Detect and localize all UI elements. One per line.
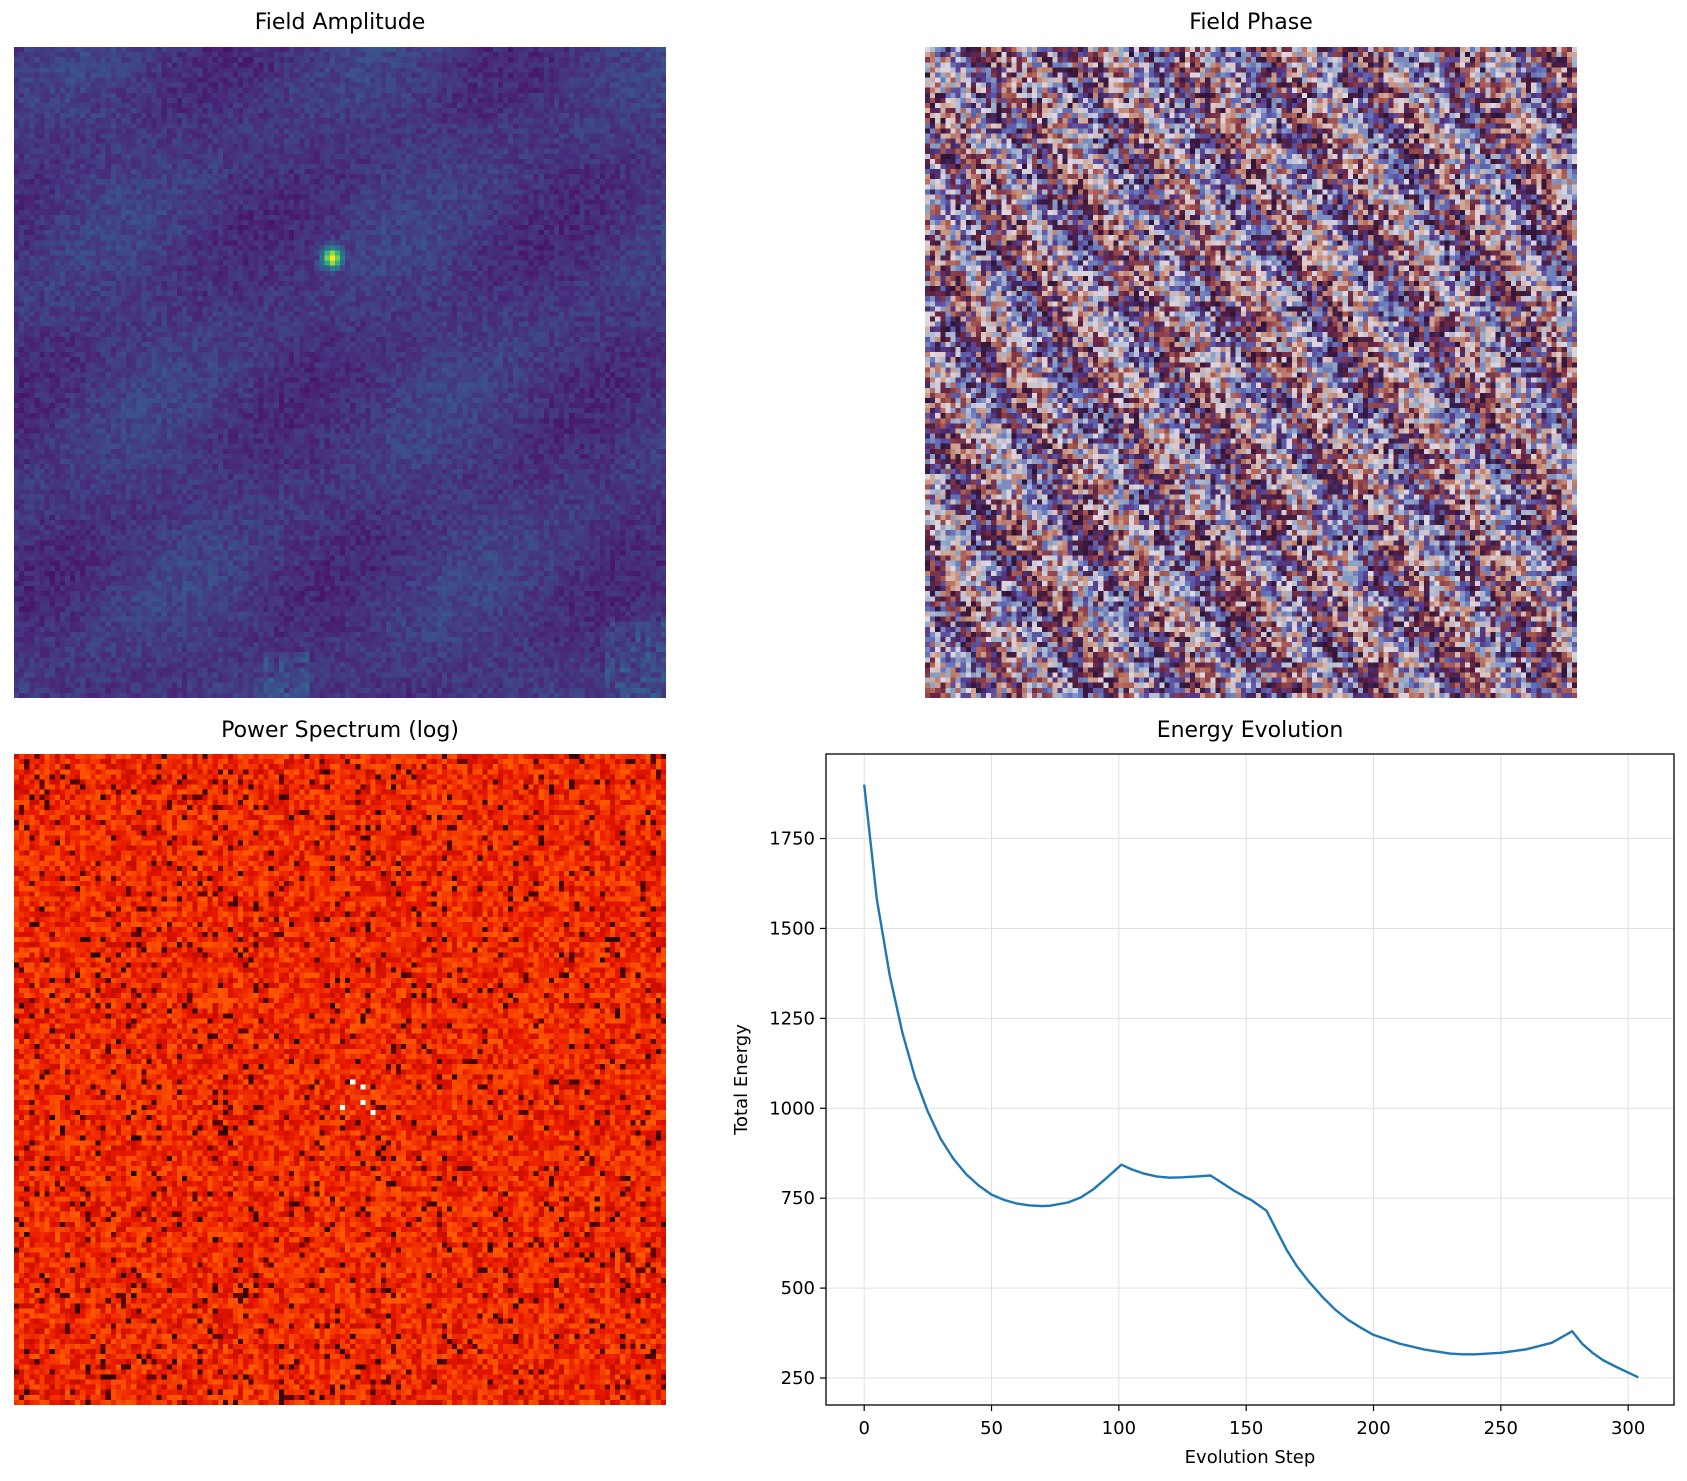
y-tick-label: 500 <box>781 1278 815 1299</box>
energy-series-line <box>863 784 1639 1379</box>
y-axis-label: Total Energy <box>731 1024 752 1136</box>
amplitude-title: Field Amplitude <box>254 10 426 35</box>
x-tick-label: 150 <box>1229 1418 1263 1439</box>
x-tick-label: 250 <box>1484 1418 1518 1439</box>
field-amplitude-heatmap <box>14 47 666 698</box>
y-tick-label: 250 <box>781 1368 815 1389</box>
field-phase-heatmap <box>925 47 1577 698</box>
power-spectrum-heatmap <box>14 754 666 1405</box>
x-axis-label: Evolution Step <box>1185 1447 1316 1468</box>
series-line-group <box>863 784 1639 1379</box>
x-tick-label: 300 <box>1611 1418 1645 1439</box>
x-tick-label: 50 <box>980 1418 1003 1439</box>
y-tick-label: 1750 <box>769 829 815 850</box>
phase-title: Field Phase <box>1189 10 1313 35</box>
x-tick-label: 200 <box>1356 1418 1390 1439</box>
energy-title: Energy Evolution <box>1156 718 1344 743</box>
x-tick-label: 0 <box>858 1418 869 1439</box>
y-tick-label: 750 <box>781 1188 815 1209</box>
y-tick-label: 1500 <box>769 918 815 939</box>
axis-ticks: 0 50 100 150 200 250 300 250 500 750 1000 1250 1500 1… <box>769 829 1645 1439</box>
grid-lines <box>826 754 1674 1405</box>
x-tick-label: 100 <box>1102 1418 1136 1439</box>
y-tick-label: 1000 <box>769 1098 815 1119</box>
spectrum-title: Power Spectrum (log) <box>221 718 459 743</box>
y-tick-label: 1250 <box>769 1008 815 1029</box>
plot-frame <box>825 753 1675 1406</box>
